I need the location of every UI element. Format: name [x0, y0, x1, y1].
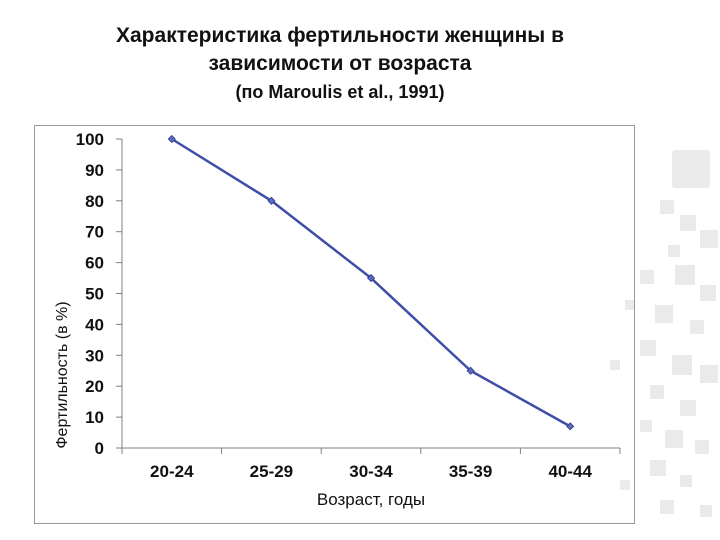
data-point-marker: [466, 366, 475, 375]
data-point-marker: [366, 273, 376, 283]
x-tick-label: 35-39: [449, 462, 492, 481]
x-tick-label: 25-29: [250, 462, 293, 481]
chart-frame: [34, 125, 635, 524]
y-tick-label: 60: [85, 254, 104, 273]
y-tick-label: 10: [85, 408, 104, 427]
y-tick-label: 90: [85, 161, 104, 180]
x-axis-label: Возраст, годы: [317, 490, 425, 509]
y-tick-label: 50: [85, 285, 104, 304]
y-tick-label: 40: [85, 315, 104, 334]
x-tick-label: 40-44: [548, 462, 592, 481]
data-point-marker: [566, 422, 575, 431]
y-tick-label: 80: [85, 192, 104, 211]
data-point-marker: [267, 196, 276, 205]
x-tick-label: 20-24: [150, 462, 194, 481]
y-tick-label: 100: [76, 130, 104, 149]
chart-title-line1: Характеристика фертильности женщины в: [116, 24, 564, 47]
chart-subtitle: (по Maroulis et al., 1991): [235, 82, 445, 102]
chart-title-line2: зависимости от возраста: [208, 52, 472, 75]
y-tick-label: 20: [85, 377, 104, 396]
fertility-series-line: [171, 137, 571, 428]
y-tick-label: 70: [85, 223, 104, 242]
x-tick-label: 30-34: [349, 462, 393, 481]
y-tick-label: 30: [85, 346, 104, 365]
y-tick-label: 0: [95, 439, 104, 458]
y-axis-label: Фертильность (в %): [54, 301, 71, 448]
data-point-marker: [167, 134, 176, 144]
chart-title: Характеристика фертильности женщины в за…: [40, 22, 640, 104]
